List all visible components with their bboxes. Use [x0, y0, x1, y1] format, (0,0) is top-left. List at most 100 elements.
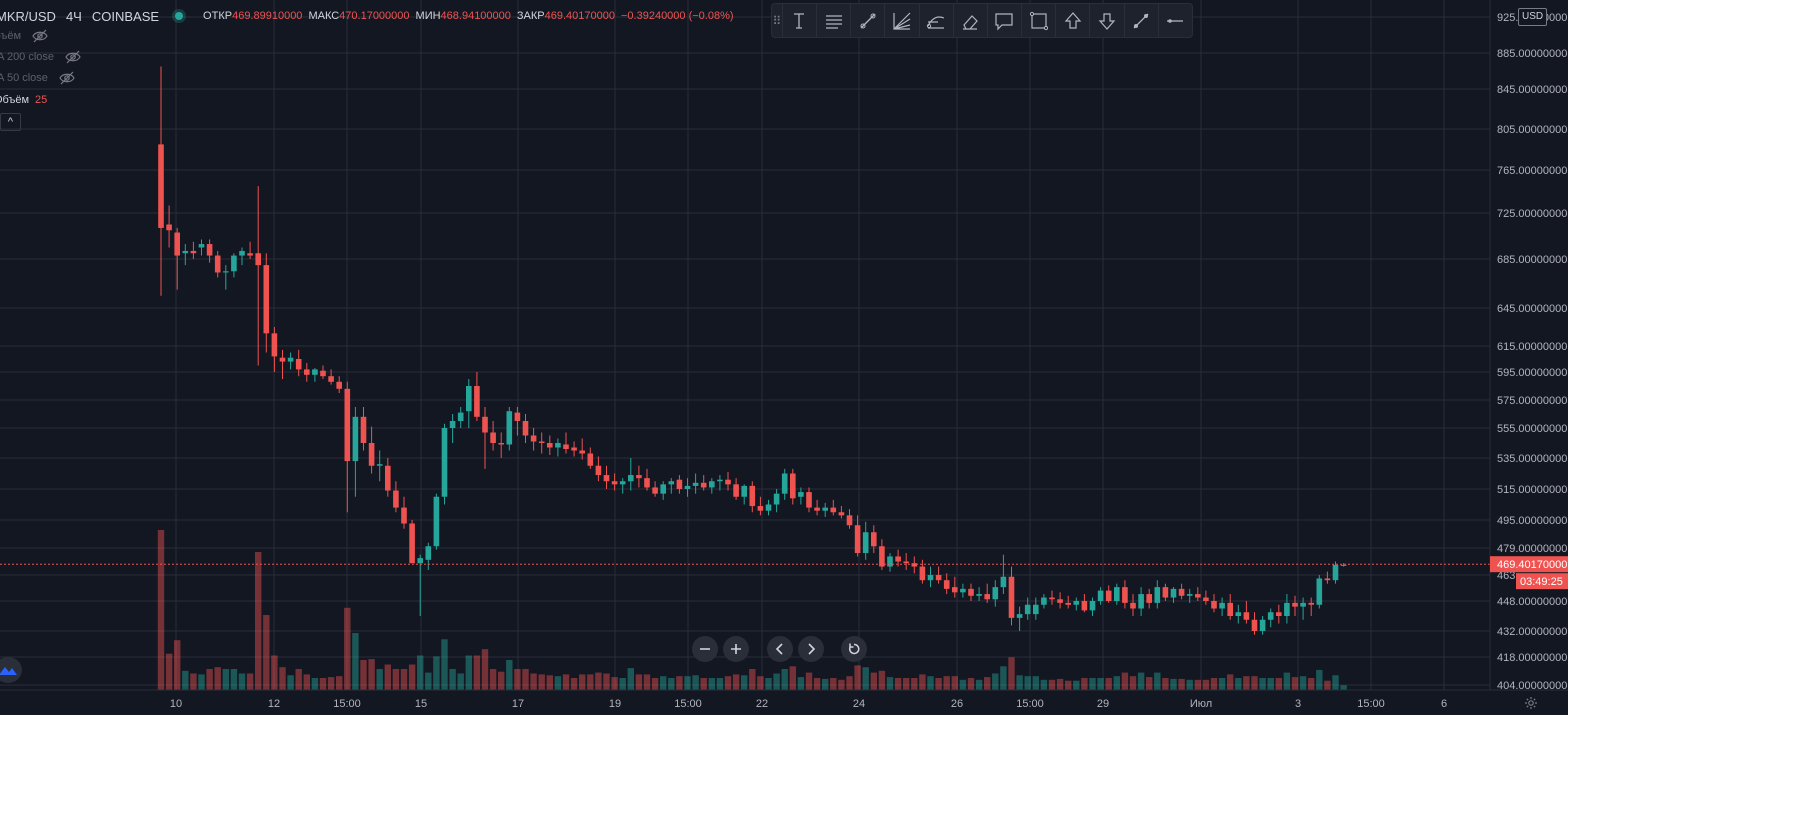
volume-bar	[700, 678, 707, 690]
candle	[692, 473, 699, 494]
candle	[547, 435, 553, 455]
candle-body	[239, 250, 245, 256]
candle-body	[425, 546, 432, 560]
scroll-right-button[interactable]	[798, 636, 824, 662]
pitchfork-icon[interactable]	[918, 4, 953, 37]
volume-bar	[651, 678, 659, 690]
candle	[927, 566, 934, 588]
candle	[304, 362, 310, 382]
candle	[757, 496, 764, 516]
volume-bar	[530, 673, 537, 690]
volume-bar	[1299, 676, 1307, 690]
time-tick-label: Июл	[1190, 698, 1212, 710]
candle	[1073, 597, 1080, 611]
candle-body	[1227, 602, 1233, 616]
collapse-legend-button[interactable]: ^	[0, 113, 21, 131]
price-tick-label: 595.00000000	[1497, 367, 1567, 379]
horizontal-lines-icon[interactable]	[815, 4, 850, 37]
candle-body	[263, 265, 270, 334]
volume-bar	[984, 677, 991, 690]
candle-body	[401, 507, 407, 524]
low-value: 468.94100000	[440, 10, 511, 22]
volume-bar	[660, 676, 667, 690]
candle-body	[1049, 597, 1055, 600]
candle	[1284, 594, 1290, 624]
price-tick-label: 575.00000000	[1497, 395, 1567, 407]
drag-handle-icon[interactable]: ⠿	[772, 13, 782, 28]
text-tool-icon[interactable]	[781, 4, 816, 37]
candle	[206, 239, 213, 263]
candle-body	[960, 588, 966, 593]
candle	[1324, 571, 1331, 584]
drawing-toolbar[interactable]: ⠿	[771, 3, 1193, 38]
time-tick-label: 26	[951, 698, 963, 710]
price-tick-label: 685.00000000	[1497, 254, 1567, 266]
candle-body	[692, 482, 699, 486]
candle-body	[660, 484, 666, 494]
measure-line-icon[interactable]	[1123, 4, 1158, 37]
price-tick-label: 805.00000000	[1497, 124, 1567, 136]
trend-line-icon[interactable]	[850, 4, 884, 37]
volume-bar	[425, 672, 432, 690]
volume-legend[interactable]: Объём 25	[0, 91, 47, 109]
arrow-up-icon[interactable]	[1055, 4, 1089, 37]
candle-body	[1300, 602, 1306, 607]
volume-bar	[1065, 680, 1072, 690]
volume-bar	[911, 678, 918, 690]
symbol-interval[interactable]: 4Ч	[65, 8, 82, 24]
arrow-down-icon[interactable]	[1089, 4, 1123, 37]
reset-chart-button[interactable]	[841, 636, 867, 662]
close-value: 469.40170000	[544, 10, 615, 22]
price-tick-label: 463.	[1497, 570, 1518, 582]
candle	[166, 205, 172, 248]
volume-bar	[919, 674, 926, 690]
candle-body	[206, 244, 213, 256]
scroll-left-button[interactable]	[767, 636, 793, 662]
candle-body	[190, 250, 197, 254]
volume-bar	[1194, 679, 1201, 690]
callout-icon[interactable]	[986, 4, 1021, 37]
zoom-in-icon	[731, 644, 741, 654]
candle-body	[1000, 576, 1007, 588]
symbol-legend[interactable]: MKR/USD 4Ч COINBASE ОТКР 469.89910000 МАК…	[0, 7, 734, 25]
candle-body	[1065, 602, 1071, 605]
close-label: ЗАКР	[516, 10, 545, 22]
ray-icon[interactable]	[1157, 4, 1192, 37]
candle	[700, 475, 707, 491]
eraser-icon[interactable]	[952, 4, 987, 37]
market-status-dot[interactable]	[175, 12, 184, 20]
eye-crossed-icon[interactable]	[58, 71, 76, 85]
indicator-legend-volume[interactable]: Объём	[0, 27, 49, 45]
tradingview-logo-icon[interactable]	[0, 657, 22, 683]
volume-bar	[1097, 678, 1104, 690]
price-tick-label: 725.00000000	[1497, 208, 1567, 220]
price-tick-label: 448.00000000	[1497, 596, 1567, 608]
currency-badge[interactable]: USD	[1518, 8, 1548, 26]
zoom-in-button[interactable]	[723, 636, 749, 662]
volume-bar	[1056, 678, 1064, 690]
candle-body	[1284, 602, 1290, 616]
candle-body	[522, 421, 529, 436]
price-tick-label: 845.00000000	[1497, 84, 1567, 96]
volume-bar	[311, 678, 319, 690]
candle-body	[968, 588, 974, 596]
candle	[393, 481, 399, 513]
candle	[409, 520, 415, 564]
indicator-legend-ma200[interactable]: MA 200 close	[0, 48, 82, 66]
fib-fan-icon[interactable]	[884, 4, 918, 37]
candle	[1033, 597, 1039, 620]
candle	[482, 407, 488, 469]
eye-crossed-icon[interactable]	[64, 50, 82, 64]
price-chart[interactable]: 925.00000000885.00000000845.00000000805.…	[0, 0, 1568, 715]
volume-bar	[716, 678, 724, 690]
symbol-pair[interactable]: MKR/USD	[0, 8, 56, 24]
volume-bar	[805, 672, 813, 690]
indicator-legend-ma50[interactable]: MA 50 close	[0, 69, 76, 87]
eye-crossed-icon[interactable]	[31, 29, 49, 43]
rectangle-icon[interactable]	[1021, 4, 1055, 37]
candle-body	[717, 479, 723, 482]
gear-icon[interactable]	[1524, 696, 1538, 710]
candle	[1065, 595, 1071, 609]
volume-bar	[635, 674, 643, 690]
zoom-out-button[interactable]	[692, 636, 718, 662]
